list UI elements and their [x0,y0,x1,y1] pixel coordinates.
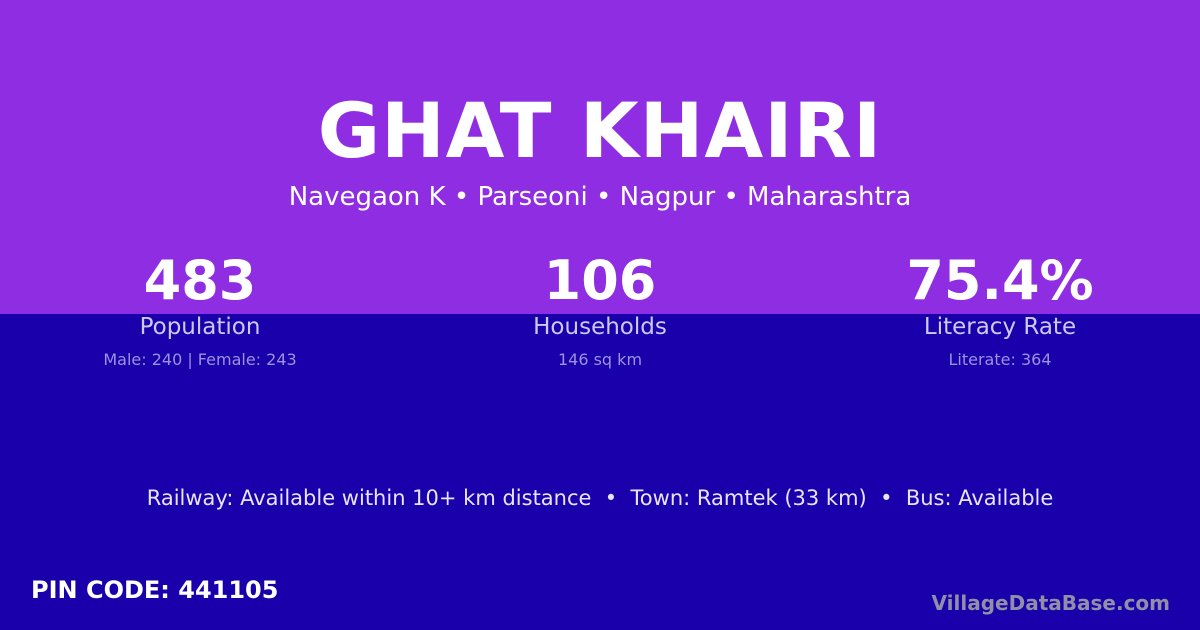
stat-value: 483 [143,249,257,312]
stat-label: Population [139,314,261,340]
header-band [0,0,1200,314]
stat-literacy: 75.4% Literacy Rate Literate: 364 [800,249,1200,370]
stat-detail: Male: 240 | Female: 243 [103,350,297,369]
location-breadcrumb: Navegaon K • Parseoni • Nagpur • Maharas… [288,182,912,212]
stat-label: Households [533,314,667,340]
amenities-info: Railway: Available within 10+ km distanc… [146,486,1054,510]
stat-detail: Literate: 364 [948,350,1052,369]
village-title: GHAT KHAIRI [317,86,883,175]
stat-label: Literacy Rate [923,314,1077,340]
stat-population: 483 Population Male: 240 | Female: 243 [0,249,400,370]
stat-detail: 146 sq km [557,350,643,369]
pin-code: PIN CODE: 441105 [31,576,279,604]
stat-households: 106 Households 146 sq km [400,249,800,370]
stat-value: 106 [543,249,657,312]
brand-logo: VillageDataBase.com [931,591,1170,615]
stat-value: 75.4% [906,249,1094,312]
